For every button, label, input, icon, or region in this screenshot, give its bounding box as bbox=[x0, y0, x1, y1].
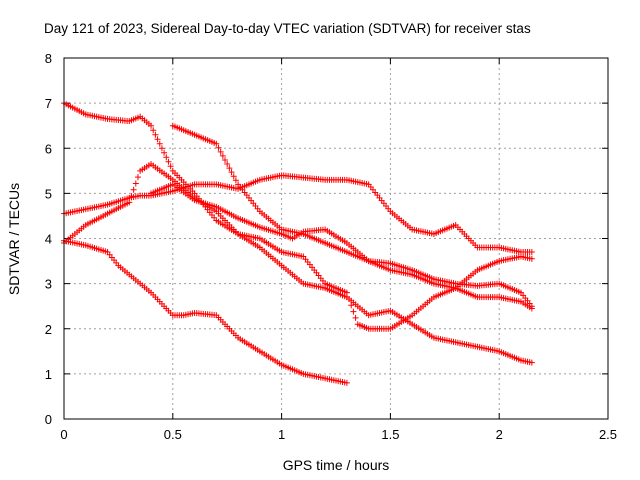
data-point bbox=[161, 149, 168, 156]
data-point bbox=[132, 180, 139, 187]
data-point bbox=[152, 131, 159, 138]
y-axis-label: SDTVAR / TECUs bbox=[6, 183, 22, 295]
data-point bbox=[213, 140, 220, 147]
data-point bbox=[348, 302, 355, 309]
data-point bbox=[217, 148, 224, 155]
y-tick-label: 2 bbox=[45, 322, 52, 337]
data-point bbox=[126, 199, 133, 206]
y-tick-label: 1 bbox=[45, 367, 52, 382]
data-point bbox=[128, 193, 135, 200]
x-tick-label: 0.5 bbox=[164, 427, 182, 442]
series-track-4 bbox=[61, 161, 535, 332]
data-point bbox=[528, 359, 535, 366]
data-point bbox=[230, 173, 237, 180]
data-point bbox=[158, 145, 165, 152]
y-tick-label: 7 bbox=[45, 96, 52, 111]
data-point bbox=[215, 144, 222, 151]
data-point bbox=[134, 174, 141, 181]
data-point bbox=[528, 249, 535, 256]
data-point bbox=[226, 165, 233, 172]
data-point bbox=[156, 140, 163, 147]
data-point bbox=[352, 314, 359, 321]
data-point bbox=[343, 289, 350, 296]
data-point bbox=[150, 127, 157, 134]
y-tick-label: 3 bbox=[45, 277, 52, 292]
series-track-6 bbox=[148, 181, 535, 310]
data-point bbox=[528, 303, 535, 310]
chart-title: Day 121 of 2023, Sidereal Day-to-day VTE… bbox=[44, 21, 531, 36]
data-point bbox=[222, 156, 229, 163]
data-series bbox=[61, 100, 535, 386]
x-tick-label: 2 bbox=[496, 427, 503, 442]
data-point bbox=[167, 163, 174, 170]
data-point bbox=[165, 158, 172, 165]
series-track-1 bbox=[61, 100, 535, 366]
y-tick-label: 6 bbox=[45, 141, 52, 156]
y-tick-label: 5 bbox=[45, 186, 52, 201]
x-tick-label: 1.5 bbox=[381, 427, 399, 442]
data-point bbox=[163, 154, 170, 161]
x-tick-label: 2.5 bbox=[599, 427, 617, 442]
y-tick-label: 0 bbox=[45, 412, 52, 427]
data-point bbox=[219, 152, 226, 159]
data-point bbox=[130, 186, 137, 193]
data-point bbox=[232, 177, 239, 184]
data-point bbox=[343, 379, 350, 386]
series-track-3 bbox=[61, 172, 535, 256]
data-point bbox=[528, 255, 535, 262]
data-point bbox=[148, 122, 155, 129]
x-tick-label: 0 bbox=[60, 427, 67, 442]
data-point bbox=[346, 295, 353, 302]
data-point bbox=[228, 169, 235, 176]
x-tick-label: 1 bbox=[278, 427, 285, 442]
series-track-2 bbox=[61, 237, 350, 386]
axis-ticks: 0 0.5 1 1.5 2 2.5 0 1 2 3 4 5 6 7 8 bbox=[45, 51, 617, 442]
data-point bbox=[224, 161, 231, 168]
x-axis-label: GPS time / hours bbox=[283, 457, 390, 473]
plot-frame bbox=[63, 57, 609, 420]
data-point bbox=[350, 308, 357, 315]
y-tick-label: 8 bbox=[45, 51, 52, 66]
y-tick-label: 4 bbox=[45, 232, 52, 247]
data-point bbox=[154, 136, 161, 143]
